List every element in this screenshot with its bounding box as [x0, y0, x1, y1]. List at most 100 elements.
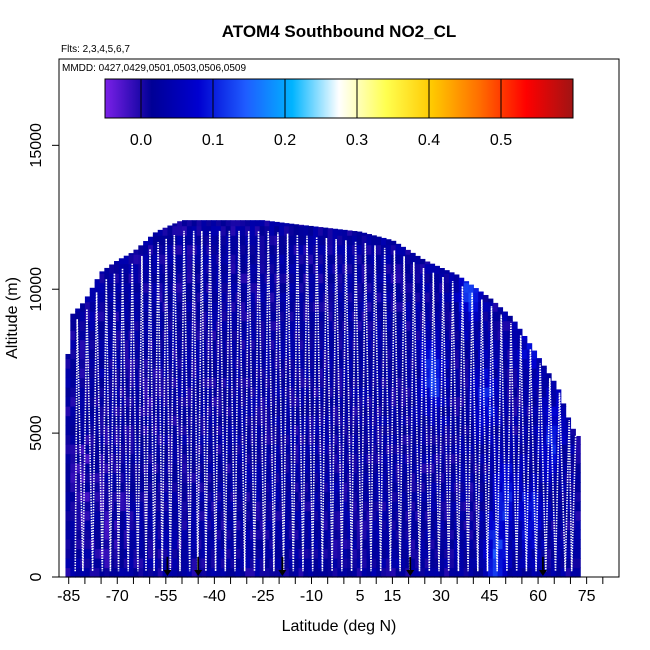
curtain-cell — [517, 434, 523, 445]
curtain-cell — [317, 235, 324, 246]
curtain-cell — [167, 529, 173, 540]
curtain-cell — [143, 406, 149, 417]
curtain-cell — [177, 358, 183, 369]
curtain-cell — [123, 406, 130, 417]
curtain-cell — [347, 406, 353, 417]
curtain-cell — [322, 227, 329, 236]
curtain-cell — [269, 339, 275, 350]
curtain-cell — [220, 368, 227, 379]
curtain-cell — [220, 292, 227, 303]
curtain-cell — [157, 387, 164, 398]
curtain-cell — [356, 396, 363, 407]
curtain-cell — [303, 320, 309, 331]
curtain-cell — [128, 415, 135, 426]
curtain-cell — [497, 548, 504, 559]
curtain-cell — [177, 501, 183, 512]
curtain-cell — [308, 254, 314, 265]
curtain-cell — [405, 415, 411, 426]
curtain-cell — [546, 567, 552, 578]
curtain-cell — [449, 539, 455, 550]
curtain-cell — [439, 558, 445, 569]
curtain-cell — [89, 339, 96, 350]
curtain-cell — [99, 510, 105, 521]
curtain-cell — [196, 529, 203, 540]
curtain-cell — [249, 244, 256, 255]
curtain-cell — [249, 320, 256, 331]
curtain-cell — [453, 274, 460, 284]
curtain-cell — [191, 520, 198, 531]
curtain-cell — [507, 425, 513, 436]
curtain-cell — [84, 330, 91, 341]
curtain-cell — [128, 548, 135, 559]
curtain-cell — [70, 444, 76, 455]
curtain-cell — [274, 453, 280, 464]
curtain-cell — [230, 406, 237, 417]
curtain-cell — [245, 425, 251, 436]
curtain-cell — [167, 567, 173, 578]
curtain-cell — [215, 368, 222, 379]
curtain-cell — [259, 220, 266, 227]
curtain-cell — [303, 558, 309, 569]
curtain-cell — [342, 349, 348, 360]
curtain-cell — [279, 244, 285, 255]
curtain-cell — [366, 520, 372, 531]
curtain-cell — [322, 387, 329, 398]
curtain-cell — [114, 434, 120, 445]
curtain-cell — [400, 558, 406, 569]
curtain-cell — [274, 330, 280, 341]
curtain-cell — [114, 292, 120, 303]
curtain-cell — [308, 282, 314, 293]
curtain-cell — [114, 539, 120, 550]
curtain-cell — [473, 301, 479, 312]
curtain-cell — [410, 539, 416, 550]
curtain-cell — [143, 244, 149, 255]
curtain-cell — [128, 482, 135, 493]
y-tick-label: 0 — [28, 572, 45, 581]
curtain-cell — [177, 273, 183, 284]
curtain-cell — [424, 292, 431, 303]
curtain-cell — [269, 221, 275, 227]
curtain-cell — [366, 548, 372, 559]
curtain-cell — [143, 491, 149, 502]
curtain-cell — [313, 263, 319, 274]
curtain-cell — [293, 472, 300, 483]
curtain-cell — [167, 396, 173, 407]
curtain-cell — [172, 463, 178, 474]
curtain-cell — [313, 567, 319, 578]
curtain-cell — [84, 387, 91, 398]
curtain-cell — [245, 396, 251, 407]
curtain-cell — [230, 301, 237, 312]
curtain-cell — [366, 234, 372, 236]
curtain-cell — [148, 273, 154, 284]
curtain-cell — [99, 501, 105, 512]
curtain-cell — [347, 320, 353, 331]
curtain-cell — [259, 396, 266, 407]
curtain-cell — [191, 377, 198, 388]
curtain-cell — [298, 311, 304, 322]
curtain-cell — [230, 254, 237, 265]
curtain-cell — [356, 406, 363, 417]
curtain-cell — [415, 273, 421, 284]
curtain-cell — [186, 320, 193, 331]
curtain-cell — [123, 463, 130, 474]
curtain-cell — [123, 510, 130, 521]
curtain-cell — [313, 292, 319, 303]
curtain-cell — [313, 501, 319, 512]
curtain-cell — [279, 472, 285, 483]
curtain-cell — [249, 558, 256, 569]
curtain-cell — [162, 472, 169, 483]
curtain-cell — [245, 377, 251, 388]
curtain-cell — [283, 311, 290, 322]
curtain-cell — [240, 339, 246, 350]
curtain-cell — [274, 349, 280, 360]
curtain-cell — [123, 425, 130, 436]
curtain-cell — [172, 244, 178, 255]
curtain-cell — [279, 263, 285, 274]
curtain-cell — [366, 529, 372, 540]
curtain-cell — [264, 396, 271, 407]
curtain-cell — [133, 273, 139, 284]
curtain-cell — [215, 520, 222, 531]
curtain-cell — [371, 444, 377, 455]
curtain-cell — [123, 320, 130, 331]
curtain-cell — [245, 368, 251, 379]
